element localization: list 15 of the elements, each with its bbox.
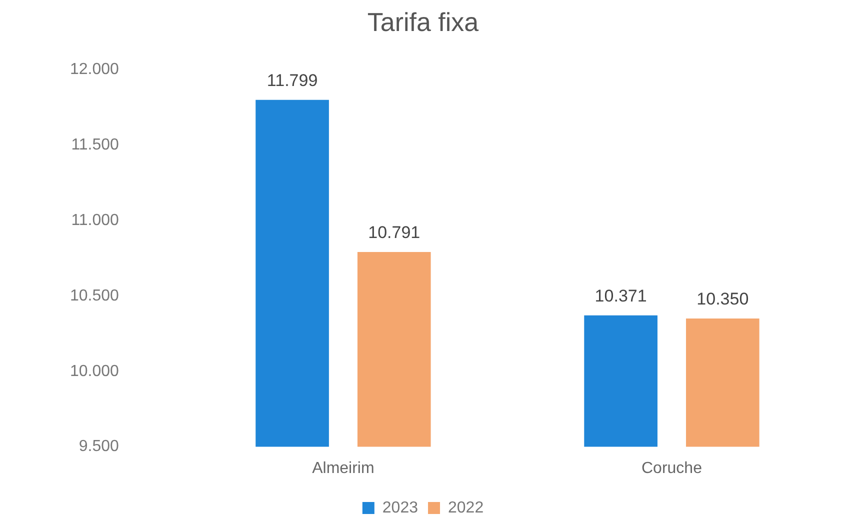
x-tick-label: Almeirim [312, 460, 374, 477]
y-tick-label: 11.000 [71, 212, 120, 229]
x-tick-label: Coruche [641, 460, 702, 477]
y-tick-label: 12.000 [70, 61, 120, 78]
data-label: 10.350 [696, 290, 749, 309]
legend-label: 2023 [382, 499, 418, 516]
chart-title: Tarifa fixa [367, 7, 480, 38]
legend-label: 2022 [448, 499, 484, 516]
data-label: 10.791 [368, 223, 420, 242]
data-label: 10.371 [594, 286, 647, 306]
y-tick-label: 10.500 [70, 287, 120, 304]
y-tick-label: 11.500 [71, 136, 120, 154]
data-label: 11.799 [266, 71, 318, 90]
y-tick-label: 10.000 [70, 362, 120, 380]
y-tick-label: 9.500 [78, 438, 120, 456]
